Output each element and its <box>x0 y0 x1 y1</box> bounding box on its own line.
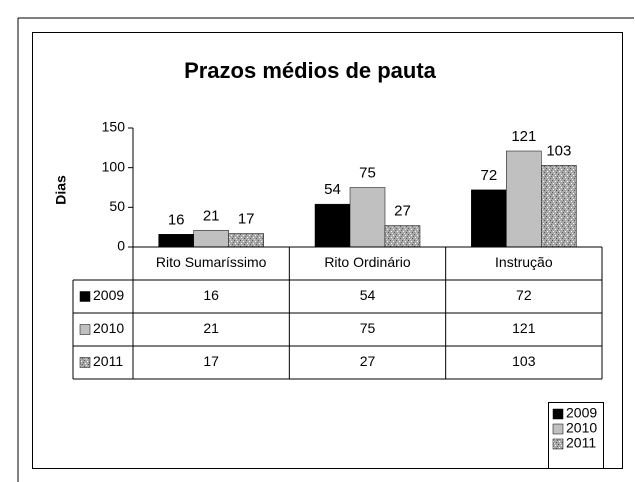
bar <box>506 150 542 248</box>
table-cell: 72 <box>516 287 532 303</box>
table-cell: 103 <box>512 353 536 369</box>
legend-key <box>552 438 564 450</box>
data-label: 72 <box>480 167 497 184</box>
y-axis-label: Dias <box>53 175 69 205</box>
data-label: 54 <box>324 181 341 198</box>
table-cell: 27 <box>360 353 376 369</box>
bar <box>314 203 351 248</box>
x-tick-label: Instrução <box>495 254 553 270</box>
table-cell: 16 <box>203 287 219 303</box>
table-legend-key <box>79 357 91 368</box>
legend-key <box>552 423 564 435</box>
x-tick-label: Rito Sumaríssimo <box>156 254 267 270</box>
legend-label: 2011 <box>566 435 596 451</box>
chart-border <box>32 32 623 469</box>
table-cell: 75 <box>360 320 376 336</box>
data-label: 75 <box>359 164 376 181</box>
table-legend-key <box>79 324 91 335</box>
table-cell: 21 <box>203 320 219 336</box>
bar <box>158 234 194 248</box>
x-tick-label: Rito Ordinário <box>324 254 411 270</box>
bar <box>228 233 264 248</box>
data-label: 103 <box>546 142 571 159</box>
data-label: 27 <box>394 203 411 220</box>
y-tick-label: 150 <box>102 119 126 135</box>
data-label: 21 <box>203 207 220 224</box>
table-series-name: 2009 <box>93 287 124 303</box>
bar <box>384 225 421 248</box>
bar <box>471 189 507 248</box>
data-label: 16 <box>168 211 185 228</box>
table-legend-key <box>79 291 91 302</box>
bar <box>193 230 229 248</box>
bar <box>349 187 386 248</box>
data-label: 17 <box>238 210 255 227</box>
y-tick-label: 100 <box>102 158 126 174</box>
legend-label: 2010 <box>566 420 597 436</box>
table-series-name: 2011 <box>93 353 123 369</box>
y-tick-label: 50 <box>109 198 125 214</box>
table-cell: 17 <box>203 353 219 369</box>
table-cell: 54 <box>360 287 376 303</box>
y-tick-label: 0 <box>117 238 125 254</box>
data-label: 121 <box>511 128 536 145</box>
bar <box>541 165 577 248</box>
legend-key <box>552 408 564 420</box>
table-cell: 121 <box>512 320 536 336</box>
table-series-name: 2010 <box>93 320 124 336</box>
legend-label: 2009 <box>566 405 597 421</box>
chart-title: Prazos médios de pauta <box>184 58 437 83</box>
